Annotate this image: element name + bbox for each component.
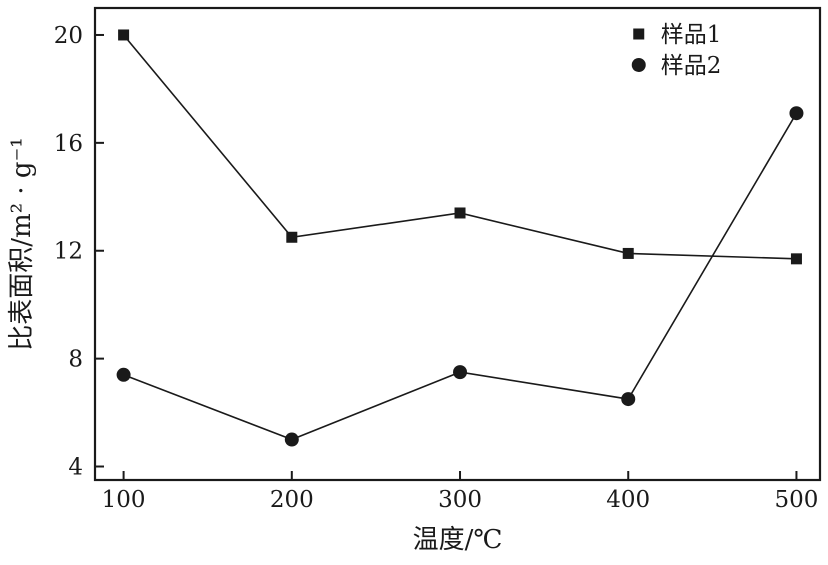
y-tick-label: 12	[54, 239, 83, 265]
data-point-square	[622, 247, 634, 259]
data-point-circle	[116, 367, 131, 382]
data-point-square	[286, 231, 298, 243]
y-tick-label: 20	[54, 23, 83, 49]
y-tick-label: 4	[68, 455, 83, 481]
x-tick-label: 100	[102, 487, 146, 513]
data-point-square	[118, 29, 130, 41]
x-axis-title: 温度/℃	[413, 525, 503, 555]
x-tick-label: 300	[438, 487, 482, 513]
y-tick-label: 16	[54, 131, 83, 157]
x-tick-label: 400	[606, 487, 650, 513]
x-tick-label: 200	[270, 487, 314, 513]
legend-marker-circle	[631, 58, 646, 72]
legend-label-1: 样品1	[661, 22, 722, 48]
data-point-circle	[621, 392, 636, 407]
data-point-circle	[453, 365, 468, 380]
data-point-square	[454, 207, 466, 219]
data-point-circle	[789, 106, 804, 121]
y-axis-title: 比表面积/m² · g⁻¹	[7, 137, 37, 350]
plot-frame	[93, 6, 822, 482]
legend-marker-square	[633, 28, 645, 40]
data-point-square	[790, 253, 802, 265]
x-tick-label: 500	[774, 487, 818, 513]
data-point-circle	[284, 432, 299, 447]
y-tick-label: 8	[68, 347, 83, 373]
legend-label-2: 样品2	[661, 53, 722, 79]
